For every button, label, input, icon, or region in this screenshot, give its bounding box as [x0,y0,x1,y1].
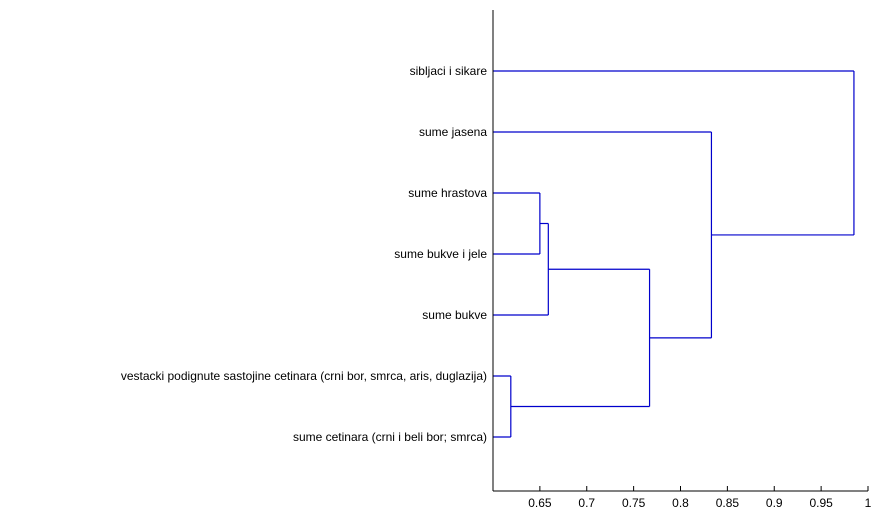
x-tick-label: 0.85 [716,496,740,510]
x-tick-label: 0.65 [528,496,552,510]
x-axis-ticks: 0.65 0.7 0.75 0.8 0.85 0.9 0.95 1 [528,486,872,510]
leaf-labels: sibljaci i sikare sume jasena sume hrastov… [121,64,487,444]
leaf-label: sume jasena [419,125,487,139]
leaf-label: sume hrastova [408,186,487,200]
x-tick-label: 0.7 [578,496,595,510]
leaf-label: vestacki podignute sastojine cetinara (c… [121,369,487,383]
x-tick-label: 0.9 [766,496,783,510]
x-tick-label: 0.95 [809,496,833,510]
x-tick-label: 0.8 [672,496,689,510]
x-tick-label: 0.75 [622,496,646,510]
leaf-label: sume bukve i jele [394,247,487,261]
dendrogram-links [493,70,855,438]
leaf-label: sibljaci i sikare [410,64,488,78]
leaf-label: sume cetinara (crni i beli bor; smrca) [293,430,487,444]
x-tick-label: 1 [865,496,872,510]
leaf-label: sume bukve [422,308,487,322]
